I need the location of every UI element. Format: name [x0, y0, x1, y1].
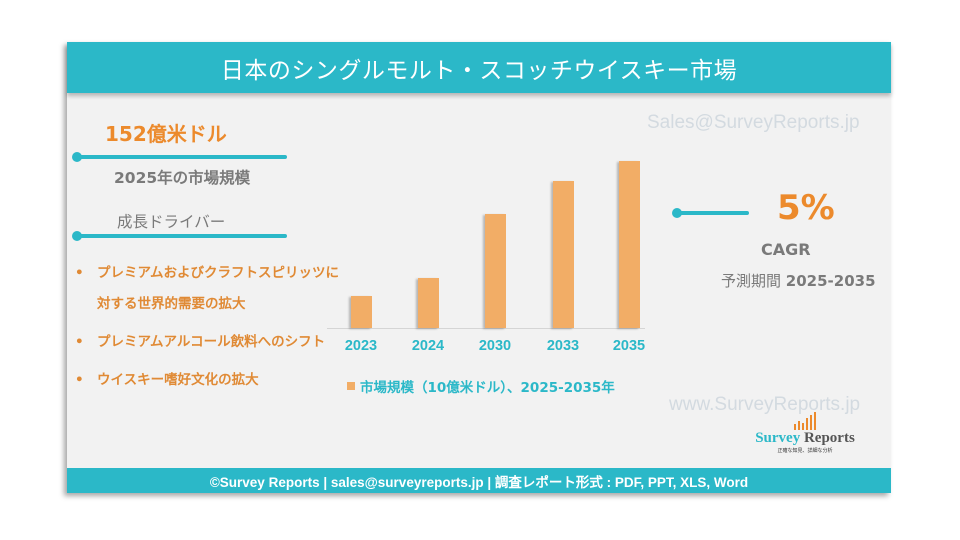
infographic-card: 日本のシングルモルト・スコッチウイスキー市場 Sales@SurveyRepor…	[67, 42, 891, 493]
growth-drivers-title: 成長ドライバー	[117, 213, 226, 231]
survey-reports-logo: Survey Reports 正確な知見、詳細な分析	[745, 412, 865, 454]
logo-wordmark: Survey Reports	[755, 430, 855, 446]
chart-legend: 市場規模（10億米ドル）、2025-2035年	[347, 376, 615, 396]
x-label-2035: 2035	[612, 338, 646, 354]
driver-item: • ウイスキー嗜好文化の拡大	[75, 365, 345, 396]
market-size-connector	[72, 152, 287, 162]
growth-drivers-list: • プレミアムおよびクラフトスピリッツに対する世界的需要の拡大 • プレミアムア…	[75, 258, 345, 403]
drivers-connector	[72, 231, 287, 241]
bar-chart-logo-icon	[745, 412, 865, 430]
bar-2023	[351, 296, 372, 328]
legend-swatch-icon	[347, 382, 355, 390]
forecast-period: 予測期間 2025-2035	[721, 270, 876, 291]
footer-text: ©Survey Reports | sales@surveyreports.jp…	[209, 474, 749, 490]
chart-baseline	[327, 328, 645, 329]
cagr-label: CAGR	[761, 240, 811, 259]
driver-item: • プレミアムおよびクラフトスピリッツに対する世界的需要の拡大	[75, 258, 345, 320]
email-watermark: Sales@SurveyReports.jp	[647, 112, 860, 133]
forecast-range: 2025-2035	[785, 272, 876, 290]
bullet-icon: •	[75, 265, 84, 281]
logo-tagline: 正確な知見、詳細な分析	[777, 448, 833, 454]
bar-2033	[553, 181, 574, 328]
page-title: 日本のシングルモルト・スコッチウイスキー市場	[220, 57, 738, 84]
connector-dot-icon	[672, 208, 682, 218]
x-label-2024: 2024	[411, 338, 445, 354]
footer-banner: ©Survey Reports | sales@surveyreports.jp…	[67, 468, 891, 493]
cagr-value: 5%	[777, 188, 835, 228]
driver-text: プレミアムおよびクラフトスピリッツに対する世界的需要の拡大	[97, 265, 340, 312]
forecast-prefix: 予測期間	[721, 272, 782, 290]
market-size-bar-chart: 2023 2024 2030 2033 2035 市場規模（10億米ドル）、20…	[327, 142, 647, 402]
driver-text: プレミアムアルコール飲料へのシフト	[97, 334, 326, 350]
bar-2035	[619, 161, 640, 328]
bar-2024	[418, 278, 439, 328]
website-watermark: www.SurveyReports.jp	[669, 394, 861, 415]
x-label-2030: 2030	[478, 338, 512, 354]
bullet-icon: •	[75, 334, 84, 350]
bar-2030	[485, 214, 506, 328]
driver-text: ウイスキー嗜好文化の拡大	[97, 372, 259, 388]
x-label-2023: 2023	[344, 338, 378, 354]
legend-label: 市場規模（10億米ドル）、2025-2035年	[360, 380, 615, 396]
market-size-value: 152億米ドル	[105, 122, 227, 146]
header-banner: 日本のシングルモルト・スコッチウイスキー市場	[67, 42, 891, 93]
driver-item: • プレミアムアルコール飲料へのシフト	[75, 327, 345, 358]
connector-dot-icon	[72, 231, 82, 241]
bullet-icon: •	[75, 372, 84, 388]
market-size-label: 2025年の市場規模	[114, 169, 251, 187]
x-label-2033: 2033	[546, 338, 580, 354]
cagr-connector	[672, 208, 749, 218]
connector-dot-icon	[72, 152, 82, 162]
